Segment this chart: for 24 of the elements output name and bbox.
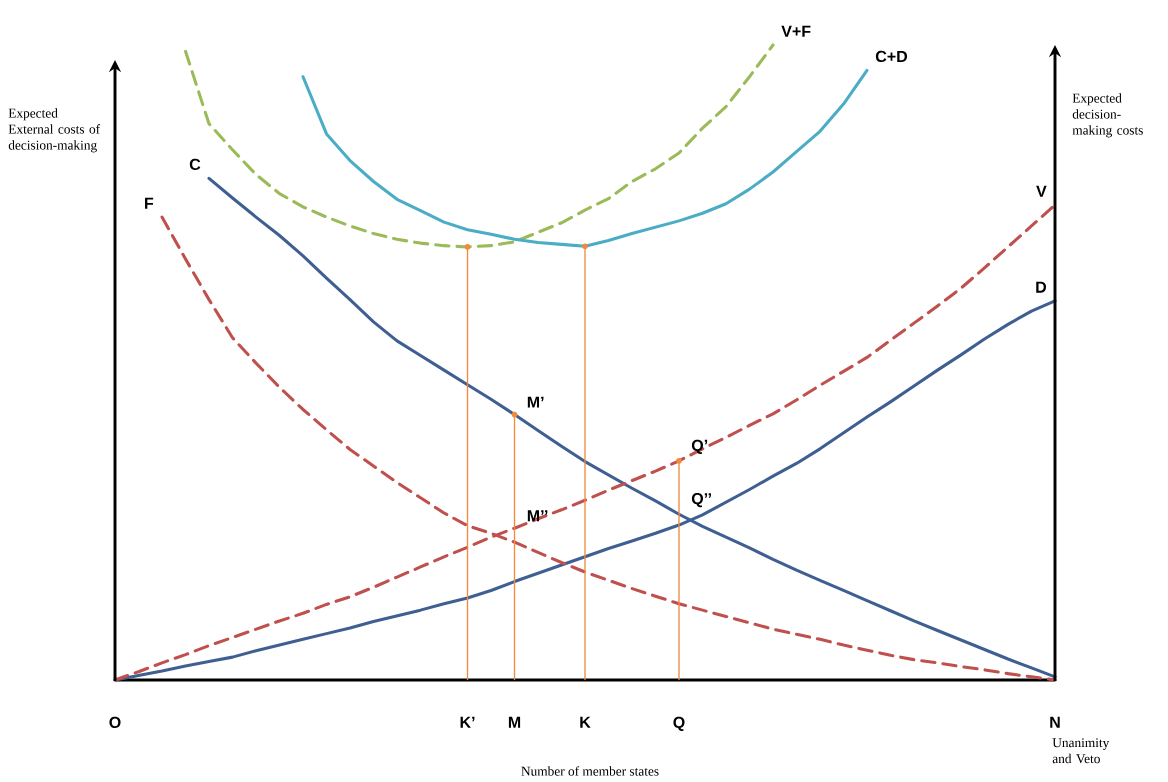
point: [464, 244, 471, 250]
x-tick-label: N: [1050, 716, 1060, 728]
x-tick-label: K’: [460, 716, 475, 728]
series-label: C+D: [875, 50, 908, 63]
annotation: M’’: [527, 510, 548, 522]
annotation: M’: [527, 396, 544, 408]
series-label: V+F: [781, 25, 811, 37]
point: [676, 458, 682, 464]
x-tick-label: Q: [673, 716, 685, 732]
series-label: D: [1036, 281, 1047, 293]
annotation: Q’: [691, 439, 708, 454]
x-axis-title: Number of member states: [521, 766, 659, 776]
series-label: V: [1036, 185, 1047, 197]
y-axis-title: Expected External costs of decision-making: [8, 108, 101, 153]
point: [511, 411, 518, 418]
series-label: C: [189, 158, 201, 171]
x-tick-label: O: [109, 716, 121, 729]
x-tick-label: K: [580, 716, 591, 728]
y2-axis-title: Expected decision-making costs: [1072, 93, 1143, 138]
series-label: F: [145, 197, 154, 209]
x-tick-label: M: [508, 716, 521, 728]
point: [582, 243, 588, 250]
text: Unanimity and Veto: [1052, 738, 1110, 764]
annotation: Q’’: [691, 493, 711, 508]
